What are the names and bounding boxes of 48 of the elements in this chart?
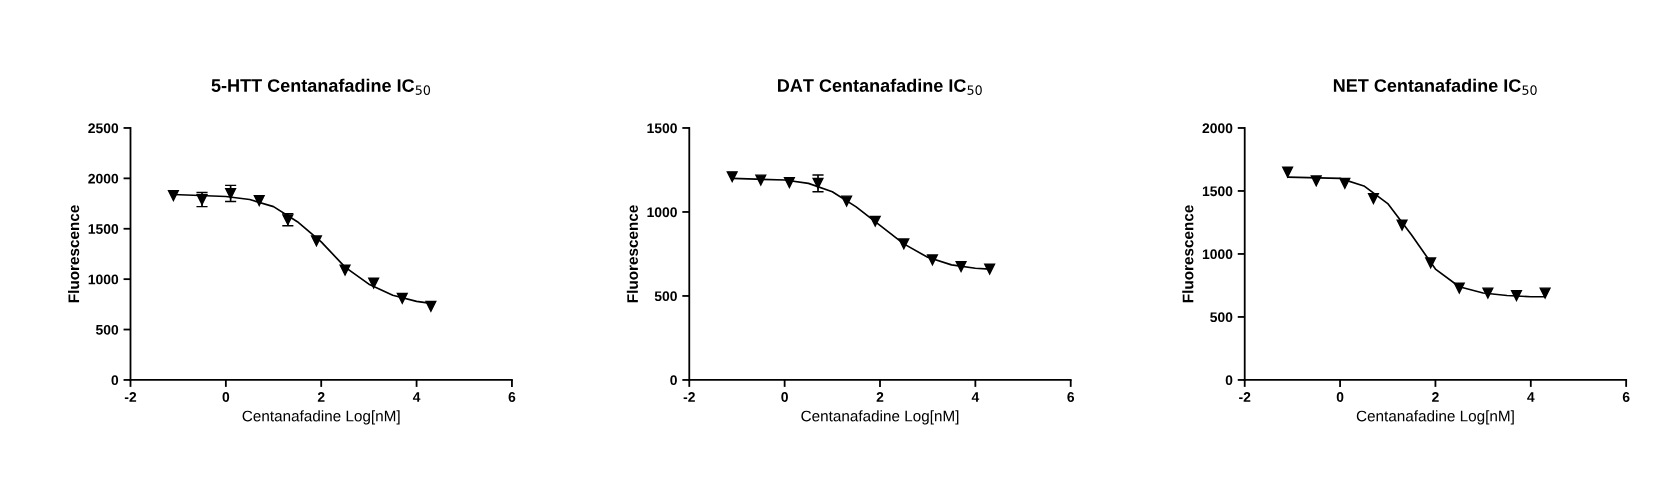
y-tick-label: 0	[111, 375, 119, 386]
y-tick-label: 2000	[1202, 123, 1233, 134]
point	[1482, 287, 1494, 299]
point	[755, 174, 767, 186]
x-tick-label: 0	[1336, 392, 1344, 402]
y-tick-label: 1500	[647, 123, 677, 134]
point	[841, 195, 853, 207]
y-tick-label: 1000	[88, 274, 119, 285]
point	[726, 171, 738, 183]
point	[253, 194, 265, 207]
x-tick-label: 4	[412, 392, 421, 402]
x-tick-label: 0	[222, 392, 230, 402]
x-tick-label: 6	[508, 392, 516, 402]
chart-title: DAT Centanafadine IC$_{50}$	[778, 78, 982, 95]
y-tick-label: 1000	[1202, 249, 1233, 260]
x-tick-label: 0	[781, 392, 788, 402]
y-tick-label: 500	[654, 291, 677, 302]
chart-title: NET Centanafadine IC$_{50}$	[1333, 78, 1537, 95]
x-tick-label: -2	[124, 392, 137, 402]
point	[167, 189, 179, 202]
y-axis-title: Fluorescence	[1182, 205, 1194, 303]
x-tick-label: 4	[971, 392, 980, 402]
x-tick-label: 2	[317, 392, 325, 402]
x-axis-title: Centanafadine Log[nM]	[242, 410, 400, 425]
x-tick-label: -2	[683, 392, 695, 402]
x-tick-label: 2	[876, 392, 884, 402]
chart-title: 5-HTT Centanafadine IC$_{50}$	[211, 78, 431, 95]
x-tick-label: 6	[1622, 392, 1630, 402]
x-axis-title: Centanafadine Log[nM]	[801, 410, 959, 425]
x-axis-title: Centanafadine Log[nM]	[1356, 410, 1514, 425]
y-tick-label: 2000	[88, 173, 119, 184]
x-tick-label: -2	[1239, 392, 1251, 402]
x-tick-label: 4	[1527, 392, 1535, 402]
y-axis-title: Fluorescence	[68, 205, 80, 303]
y-tick-label: 1500	[1202, 186, 1233, 197]
y-tick-label: 0	[670, 375, 677, 386]
y-tick-label: 2500	[88, 123, 119, 134]
y-tick-label: 1500	[88, 224, 119, 234]
point	[1282, 166, 1294, 178]
x-tick-label: 2	[1432, 392, 1439, 402]
y-tick-label: 500	[1210, 312, 1233, 323]
point	[1367, 192, 1380, 205]
x-tick-label: 6	[1067, 392, 1075, 402]
y-tick-label: 500	[95, 324, 119, 335]
y-tick-label: 1000	[647, 207, 677, 218]
y-tick-label: 0	[1225, 375, 1233, 386]
y-axis-title: Fluorescence	[626, 205, 638, 303]
point	[1539, 287, 1551, 299]
